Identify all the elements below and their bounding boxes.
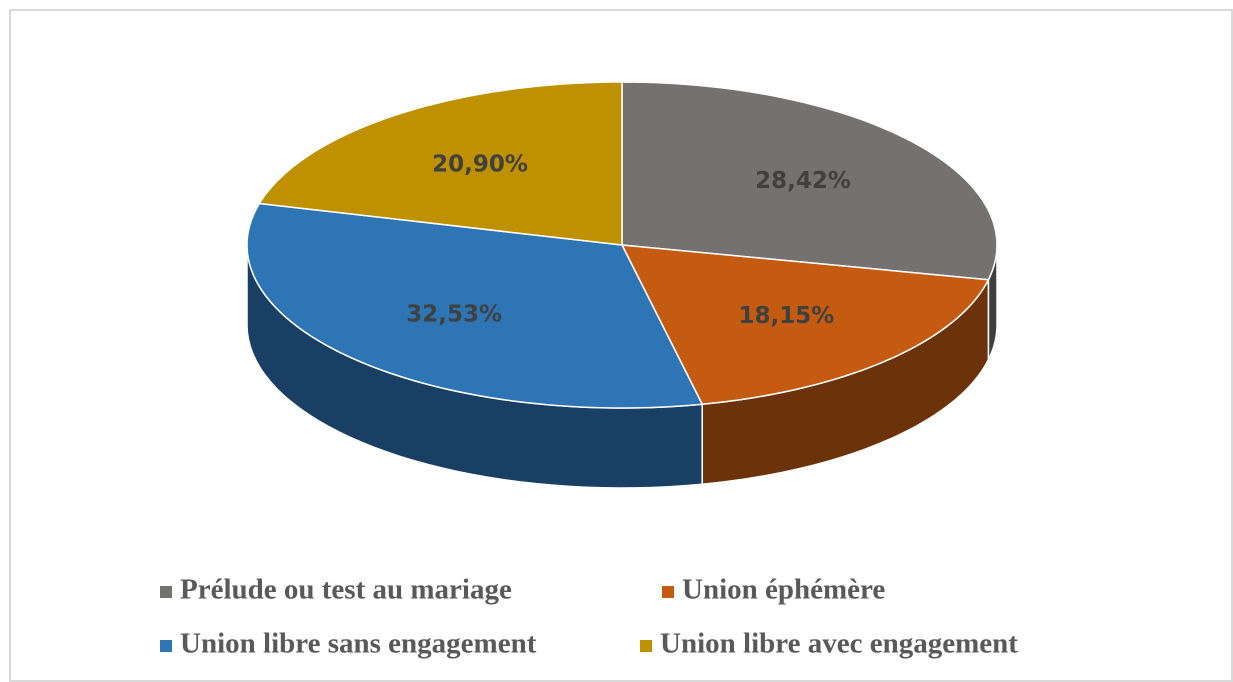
data-label: 32,53% bbox=[406, 301, 502, 327]
slice bbox=[246, 202, 704, 409]
slice bbox=[258, 81, 623, 246]
data-label: 18,15% bbox=[739, 303, 835, 329]
legend-swatch bbox=[160, 640, 172, 652]
legend-label: Union libre sans engagement bbox=[180, 628, 537, 660]
legend-label: Union libre avec engagement bbox=[660, 628, 1018, 660]
legend-swatch bbox=[160, 586, 172, 598]
slice bbox=[621, 81, 998, 281]
legend-label: Union éphémère bbox=[682, 574, 885, 606]
legend-swatch bbox=[640, 640, 652, 652]
data-label: 28,42% bbox=[755, 168, 851, 194]
data-label: 20,90% bbox=[432, 151, 528, 177]
legend-label: Prélude ou test au mariage bbox=[180, 574, 512, 606]
legend-swatch bbox=[662, 586, 674, 598]
slice bbox=[620, 244, 990, 406]
